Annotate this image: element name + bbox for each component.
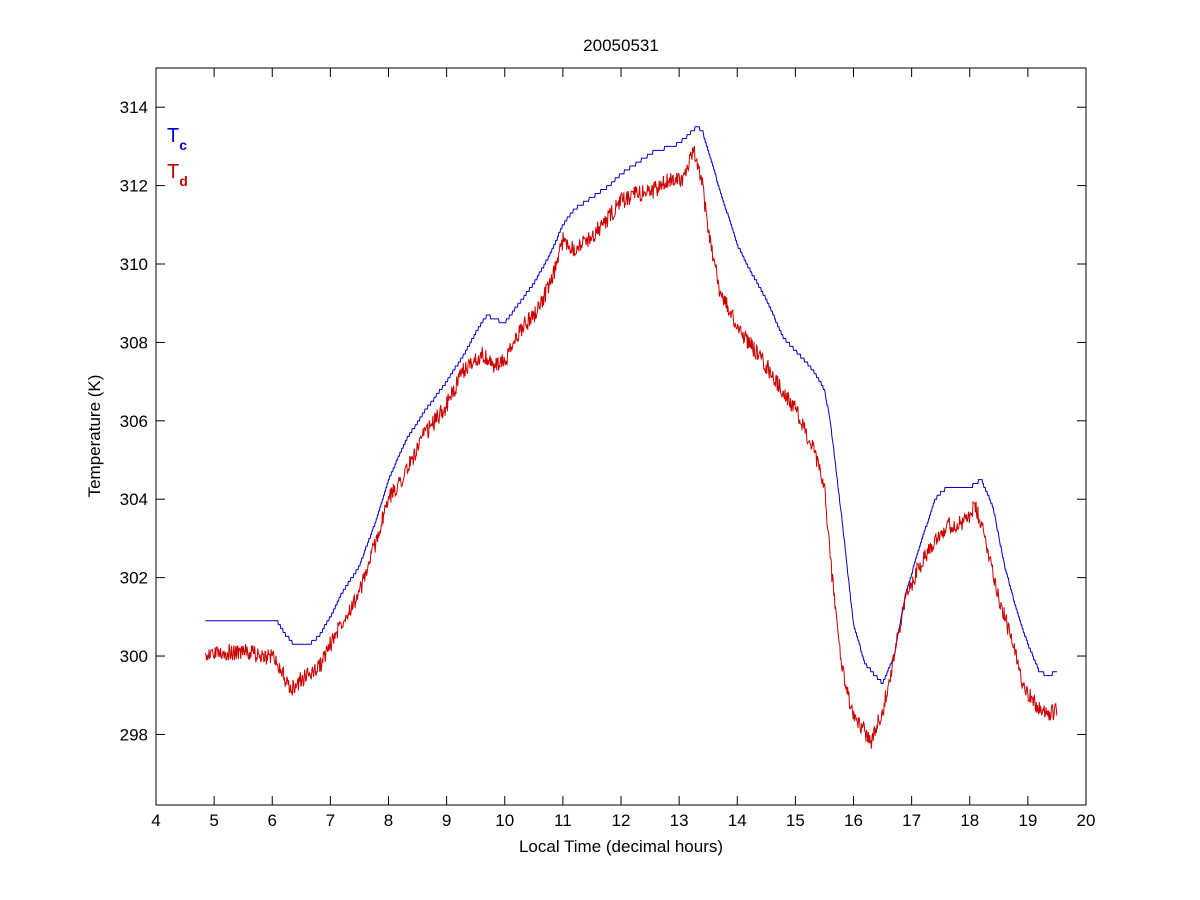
- legend-tc-sub: c: [179, 137, 187, 153]
- x-tick-label: 7: [326, 811, 335, 830]
- legend: Tc Td: [167, 125, 188, 189]
- x-tick-label: 18: [960, 811, 979, 830]
- x-axis-title: Local Time (decimal hours): [519, 837, 723, 856]
- legend-tc-main: T: [167, 125, 179, 147]
- x-tick-label: 20: [1077, 811, 1096, 830]
- x-tick-label: 6: [268, 811, 277, 830]
- legend-entry-td: Td: [167, 161, 188, 189]
- y-tick-label: 302: [120, 569, 148, 588]
- x-tick-label: 16: [844, 811, 863, 830]
- y-axis-title: Temperature (K): [85, 375, 104, 498]
- chart-title: 20050531: [583, 36, 659, 55]
- legend-td-main: T: [167, 161, 179, 183]
- x-tick-label: 15: [786, 811, 805, 830]
- x-tick-label: 4: [151, 811, 160, 830]
- series-line-td: [204, 145, 1058, 749]
- x-tick-label: 17: [902, 811, 921, 830]
- x-tick-label: 8: [384, 811, 393, 830]
- y-tick-label: 304: [120, 490, 148, 509]
- x-tick-label: 12: [612, 811, 631, 830]
- x-tick-label: 10: [495, 811, 514, 830]
- x-tick-label: 11: [554, 811, 572, 830]
- x-tick-label: 5: [209, 811, 218, 830]
- x-tick-label: 13: [670, 811, 689, 830]
- y-tick-label: 308: [120, 333, 148, 352]
- x-tick-label: 19: [1018, 811, 1037, 830]
- y-tick-label: 306: [120, 412, 148, 431]
- y-tick-label: 300: [120, 647, 148, 666]
- x-tick-label: 14: [728, 811, 747, 830]
- series-line-tc: [205, 126, 1057, 684]
- y-tick-label: 314: [120, 98, 148, 117]
- y-tick-label: 312: [120, 177, 148, 196]
- plot-area: [156, 68, 1086, 805]
- y-tick-label: 310: [120, 255, 148, 274]
- y-tick-label: 298: [120, 725, 148, 744]
- legend-entry-tc: Tc: [167, 125, 187, 153]
- x-tick-label: 9: [442, 811, 451, 830]
- legend-td-sub: d: [179, 173, 188, 189]
